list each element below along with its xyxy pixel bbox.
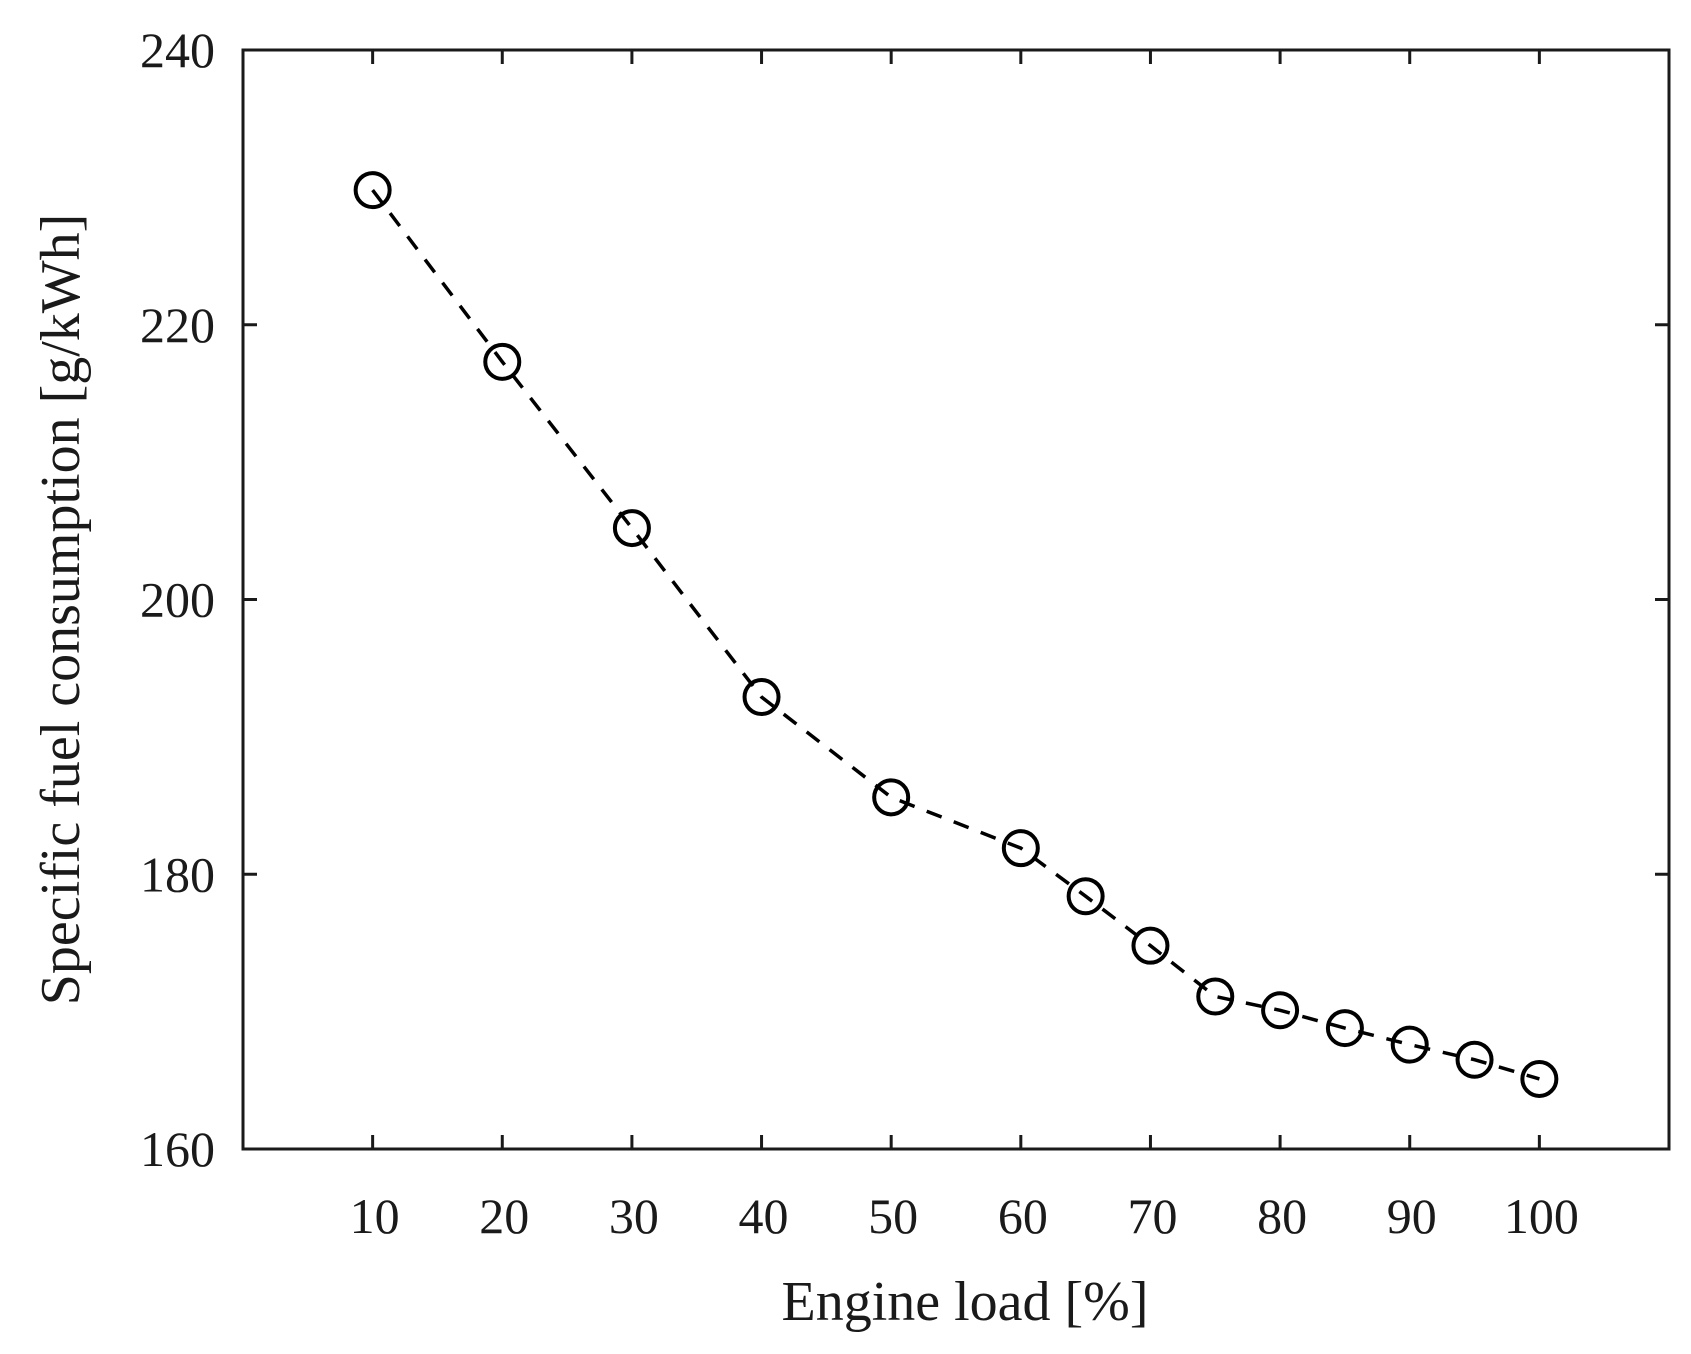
x-tick-label: 90: [1387, 1188, 1437, 1244]
data-point: [1390, 1025, 1429, 1064]
data-point: [1520, 1059, 1559, 1098]
data-point: [1131, 926, 1170, 965]
data-point: [1261, 991, 1300, 1030]
data-point: [353, 171, 392, 210]
x-tick-label: 80: [1257, 1188, 1307, 1244]
y-axis-title: Specific fuel consumption [g/kWh]: [30, 214, 92, 1006]
y-tick-label: 220: [140, 297, 215, 353]
y-tick-label: 160: [140, 1121, 215, 1177]
x-tick-label: 100: [1504, 1188, 1579, 1244]
x-tick-label: 60: [998, 1188, 1048, 1244]
x-tick-label: 40: [739, 1188, 789, 1244]
plot-frame: [241, 48, 1671, 1151]
data-point: [1196, 977, 1235, 1016]
data-point: [872, 778, 911, 817]
x-tick-label: 20: [479, 1188, 529, 1244]
y-tick-label: 200: [140, 572, 215, 628]
data-point: [1325, 1009, 1364, 1048]
x-tick-label: 50: [868, 1188, 918, 1244]
data-point: [1455, 1040, 1494, 1079]
data-point: [612, 509, 651, 548]
data-point: [742, 678, 781, 717]
x-axis-title: Engine load [%]: [782, 1271, 1149, 1333]
series-dashed-line: [371, 189, 1540, 1081]
x-tick-label: 10: [350, 1188, 400, 1244]
x-tick-label: 30: [609, 1188, 659, 1244]
data-point: [1001, 829, 1040, 868]
data-point: [483, 342, 522, 381]
x-tick-label: 70: [1127, 1188, 1177, 1244]
y-tick-label: 180: [140, 846, 215, 902]
data-point: [1066, 877, 1105, 916]
y-tick-label: 240: [140, 22, 215, 78]
